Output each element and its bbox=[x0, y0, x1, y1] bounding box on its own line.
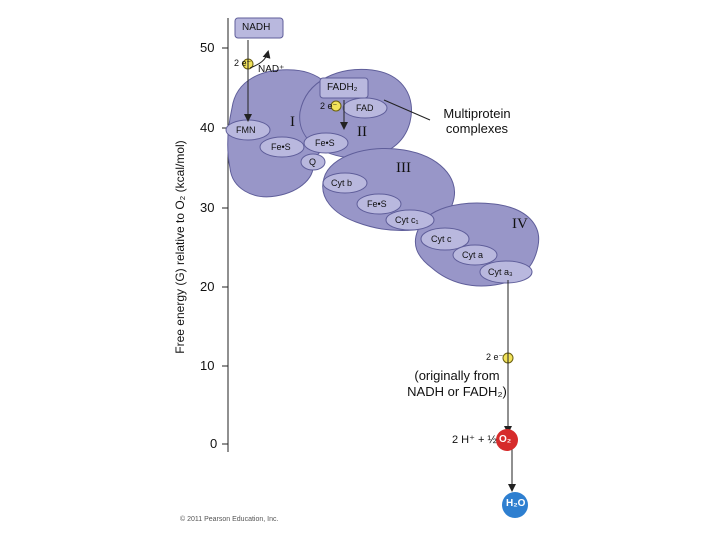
arrow-to-nad bbox=[249, 50, 271, 69]
carrier-cytc1-shape bbox=[385, 209, 435, 231]
nad-plus-label: NAD⁺ bbox=[258, 64, 285, 75]
electrons-label-final: 2 e⁻ bbox=[486, 352, 504, 362]
nadh-label: NADH bbox=[242, 22, 271, 33]
water-label: H₂O bbox=[506, 498, 526, 509]
complex-iv-label: IV bbox=[512, 216, 528, 232]
cyt-c-label: Cyt c bbox=[431, 234, 452, 244]
multiprotein-complexes-label: Multiprotein complexes bbox=[443, 106, 511, 136]
cyt-c1-label: Cyt c₁ bbox=[395, 215, 419, 225]
copyright-text: © 2011 Pearson Education, Inc. bbox=[180, 516, 279, 523]
y-tick-20: 20 bbox=[200, 279, 215, 294]
carrier-fes1-shape bbox=[259, 136, 305, 158]
carrier-fes2-shape bbox=[303, 132, 349, 154]
fes-label-1: Fe•S bbox=[271, 142, 291, 152]
electron-icon-fadh2 bbox=[330, 100, 342, 112]
fadh2-label: FADH₂ bbox=[327, 82, 358, 93]
callout-leader-line bbox=[383, 99, 431, 121]
complex-ii-label: II bbox=[357, 124, 367, 140]
fmn-label: FMN bbox=[236, 125, 256, 135]
carrier-fes3-shape bbox=[356, 193, 402, 215]
origin-annotation: (originally from NADH or FADH₂) bbox=[407, 368, 507, 399]
carrier-cyta-shape bbox=[452, 244, 498, 266]
complex-iii-label: III bbox=[396, 160, 411, 176]
fes-label-2: Fe•S bbox=[315, 138, 335, 148]
y-tick-30: 30 bbox=[200, 200, 215, 215]
electrons-label-fadh2: 2 e⁻ bbox=[320, 101, 338, 111]
cyt-b-label: Cyt b bbox=[331, 178, 353, 188]
y-tick-0: 0 bbox=[210, 436, 218, 451]
water-icon bbox=[502, 492, 528, 518]
oxygen-label: O₂ bbox=[499, 434, 512, 445]
carrier-cyta3-shape bbox=[479, 260, 533, 284]
complex-i-label: I bbox=[290, 114, 295, 130]
nadh-box bbox=[234, 17, 284, 39]
cyt-a3-label: Cyt a₃ bbox=[488, 267, 513, 277]
fes-label-3: Fe•S bbox=[367, 199, 387, 209]
carrier-q-shape bbox=[300, 153, 326, 171]
y-tick-10: 10 bbox=[200, 358, 215, 373]
y-tick-50: 50 bbox=[200, 40, 215, 55]
fadh2-box bbox=[319, 77, 369, 99]
y-axis-title: Free energy (G) relative to O₂ (kcal/mol… bbox=[173, 140, 187, 354]
fad-label: FAD bbox=[356, 103, 374, 113]
oxygen-icon bbox=[496, 429, 518, 451]
y-tick-40: 40 bbox=[200, 120, 215, 135]
carrier-cytb-shape bbox=[322, 172, 368, 194]
electrons-label-nadh: 2 e⁻ bbox=[234, 58, 252, 68]
carrier-cytc-shape bbox=[420, 227, 470, 251]
q-label: Q bbox=[309, 157, 317, 167]
protons-oxygen-label: 2 H⁺ + ½ bbox=[452, 434, 497, 446]
cyt-a-label: Cyt a bbox=[462, 250, 484, 260]
